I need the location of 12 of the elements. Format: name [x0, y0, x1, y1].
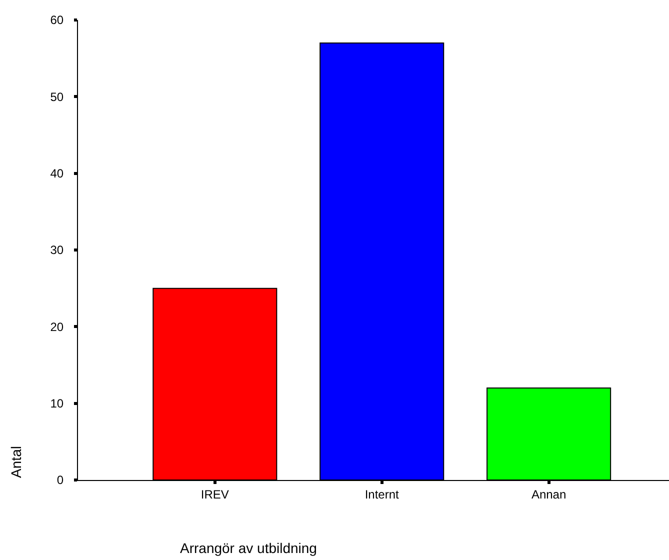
x-tick-label: Internt: [364, 487, 400, 502]
y-tick-label: 50: [50, 90, 64, 104]
x-tick-label: Annan: [531, 487, 566, 502]
y-tick-label: 30: [50, 243, 64, 258]
y-tick-label: 20: [50, 320, 64, 334]
x-tick-label: IREV: [200, 487, 229, 502]
y-tick-label: 0: [56, 473, 64, 488]
y-tick-label: 10: [50, 396, 64, 411]
y-axis-title: Antal: [8, 446, 24, 478]
x-axis-title: Arrangör av utbildning: [180, 540, 317, 556]
y-tick-label: 60: [50, 13, 64, 28]
y-tick-label: 40: [50, 166, 64, 181]
